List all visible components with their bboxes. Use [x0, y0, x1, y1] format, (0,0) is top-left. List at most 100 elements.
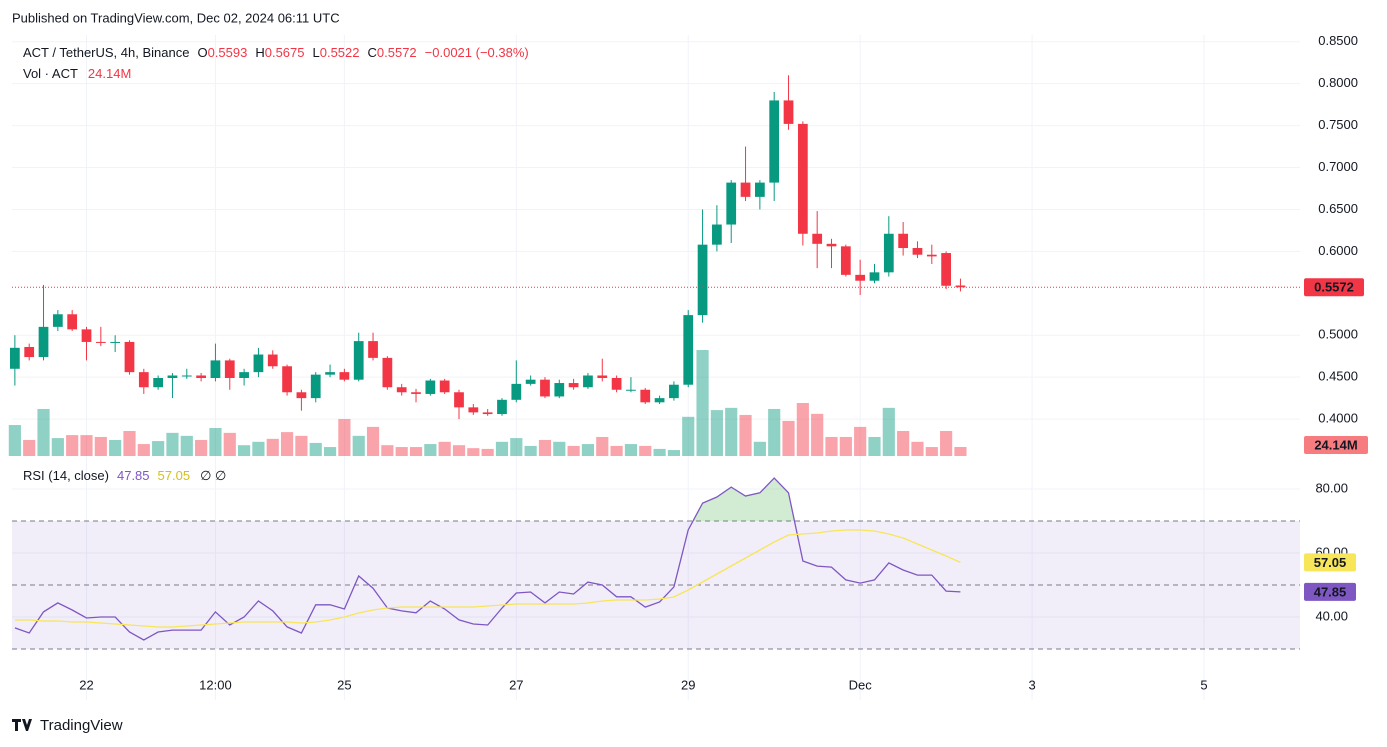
candle-body: [926, 254, 937, 257]
candle-body: [368, 341, 378, 358]
volume-bar: [209, 428, 222, 456]
rsi-value: 47.85: [117, 468, 150, 483]
candle-body: [611, 378, 622, 390]
last-price-badge: [1304, 278, 1364, 297]
volume-bar: [653, 448, 666, 456]
candle-body: [697, 244, 708, 316]
candle-body: [726, 182, 737, 225]
volume-bar: [352, 435, 365, 456]
rsi-header: RSI (14, close) 47.85 57.05 ∅ ∅: [23, 468, 226, 483]
candle-body: [955, 285, 966, 288]
x-tick-label: 27: [509, 677, 523, 692]
rsi-tick-label: 80.00: [1315, 480, 1348, 495]
candle-body: [640, 389, 651, 403]
candle-body: [855, 274, 866, 281]
volume-bar: [710, 410, 723, 456]
volume-bar: [882, 407, 895, 456]
ohlc-label: O: [197, 45, 207, 60]
volume-bar: [266, 438, 279, 456]
candle-body: [282, 366, 292, 393]
volume-bar: [954, 446, 967, 456]
candle-body: [898, 233, 909, 249]
candle-body: [912, 248, 923, 255]
volume-bar: [381, 445, 394, 456]
candle-body: [167, 375, 178, 379]
volume-bar: [51, 438, 64, 456]
candle-body: [95, 341, 106, 343]
brand-logo: [12, 719, 32, 731]
x-tick-label: 3: [1028, 677, 1035, 692]
candle-body: [253, 354, 264, 373]
volume-bar: [238, 445, 251, 456]
y-tick-label: 0.7500: [1318, 117, 1358, 132]
volume-bar: [23, 439, 36, 456]
volume-bar: [624, 444, 638, 456]
y-tick-label: 0.4000: [1318, 411, 1358, 426]
volume-bar: [825, 436, 838, 456]
ohlc-label: H: [255, 45, 264, 60]
volume-bar: [166, 432, 179, 456]
candle-body: [9, 347, 20, 369]
rsi-ma-value: 57.05: [158, 468, 191, 483]
candle-body: [712, 224, 722, 245]
volume-bar: [309, 442, 322, 456]
volume-bar: [696, 350, 709, 456]
symbol-title: ACT / TetherUS, 4h, Binance: [23, 45, 189, 60]
candle-body: [267, 354, 278, 367]
candle-body: [554, 383, 565, 397]
candle-body: [540, 379, 550, 397]
volume-bar: [223, 432, 236, 456]
candle-body: [124, 341, 135, 373]
volume-bar: [8, 425, 21, 456]
volume-bar: [911, 441, 924, 456]
ohlc-value: 0.5675: [265, 45, 305, 60]
volume-bar: [524, 445, 537, 456]
volume-bar: [109, 439, 122, 456]
volume-bar: [854, 426, 867, 456]
candle-body: [869, 272, 880, 281]
candle-body: [568, 383, 579, 388]
rsi-extra: ∅ ∅: [200, 468, 226, 483]
candle-body: [382, 357, 393, 388]
rsi-overbought-fill: [14, 478, 961, 521]
volume-bar: [481, 448, 494, 456]
volume-bar: [37, 408, 50, 456]
candle-body: [482, 412, 493, 415]
volume-bar: [180, 435, 193, 456]
volume-bar: [195, 439, 208, 456]
candle-body: [597, 375, 608, 379]
candle-body: [583, 375, 593, 388]
symbol-header: ACT / TetherUS, 4h, Binance O0.5593 H0.567…: [23, 45, 529, 60]
volume-badge: [1304, 436, 1368, 454]
y-tick-label: 0.6500: [1318, 201, 1358, 216]
candle-body: [468, 407, 479, 413]
ohlc-label: L: [313, 45, 320, 60]
volume-bar: [338, 419, 351, 456]
candle-body: [883, 233, 894, 273]
candle-body: [425, 380, 436, 394]
candle-body: [353, 341, 364, 380]
last-price-label: 0.5572: [1314, 280, 1354, 295]
volume-bar: [639, 445, 652, 456]
candle-body: [325, 372, 335, 375]
candle-body: [52, 314, 63, 327]
volume-bar: [581, 444, 595, 456]
candle-body: [24, 346, 35, 358]
y-tick-label: 0.5000: [1318, 327, 1358, 342]
volume-bar: [538, 439, 552, 456]
candle-body: [626, 389, 636, 391]
y-tick-label: 0.7000: [1318, 159, 1358, 174]
volume-bar: [839, 436, 852, 456]
candle-body: [439, 380, 450, 393]
candle-body: [812, 233, 823, 244]
volume-bar: [123, 430, 136, 456]
volume-bar: [409, 447, 423, 456]
candle-body: [224, 360, 235, 379]
candle-body: [38, 326, 49, 358]
y-tick-label: 0.4500: [1318, 369, 1358, 384]
candle-body: [196, 375, 206, 379]
rsi-title: RSI (14, close): [23, 468, 109, 483]
candle-body: [797, 123, 808, 234]
candle-body: [454, 392, 464, 408]
candle-body: [826, 243, 837, 247]
